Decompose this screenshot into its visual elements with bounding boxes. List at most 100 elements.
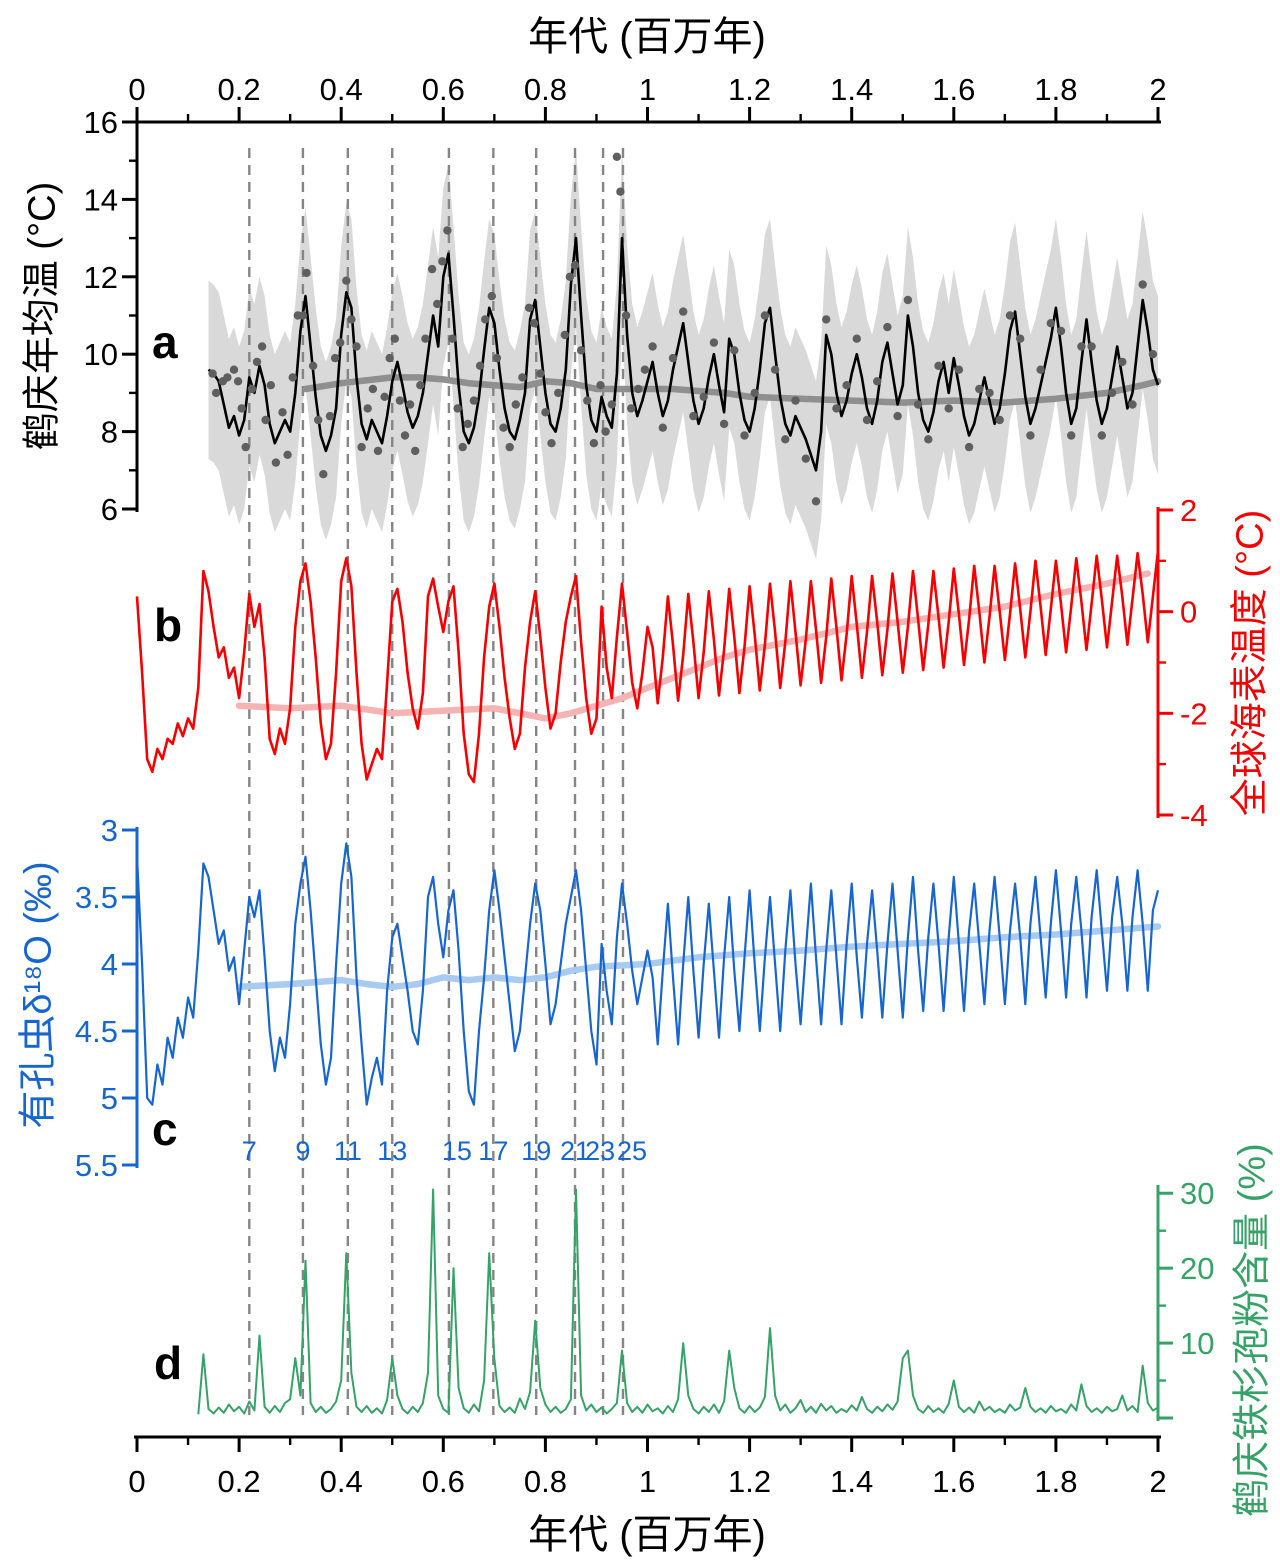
temperature-data-point: [811, 497, 821, 506]
temperature-data-point: [560, 330, 569, 340]
top-x-axis-tick-label: 2: [1149, 72, 1166, 107]
panel-a-y-axis-tick-label: 16: [84, 105, 118, 140]
temperature-data-point: [1138, 280, 1147, 289]
temperature-data-point: [596, 381, 605, 390]
temperature-data-point: [438, 257, 447, 266]
temperature-data-point: [463, 419, 472, 429]
temperature-data-point: [283, 450, 292, 459]
panel-d-y-axis-tick-label: 30: [1180, 1176, 1214, 1211]
temperature-data-point: [719, 419, 729, 429]
temperature-data-point: [492, 353, 502, 363]
temperature-data-point: [433, 299, 442, 309]
panel-c-y-axis-tick-label: 4: [101, 947, 118, 982]
temperature-data-point: [261, 415, 270, 425]
temperature-data-point: [648, 342, 657, 351]
temperature-data-point: [481, 315, 490, 324]
mis-stage-label: 25: [617, 1136, 647, 1166]
temperature-data-point: [658, 423, 667, 432]
temperature-data-point: [832, 404, 841, 413]
top-x-axis-tick-label: 1: [639, 72, 656, 107]
temperature-data-point: [621, 311, 631, 320]
panel-b-data-line: [135, 550, 1160, 784]
panel-c-y-axis-tick-label: 3: [101, 813, 118, 848]
temperature-data-point: [395, 396, 405, 405]
temperature-data-point: [612, 152, 622, 161]
temperature-data-point: [842, 381, 851, 390]
temperature-data-point: [1077, 342, 1086, 351]
temperature-data-point: [524, 303, 534, 312]
temperature-data-point: [278, 408, 287, 417]
temperature-data-point: [505, 442, 514, 452]
mis-stage-label: 13: [377, 1136, 407, 1166]
temperature-data-point: [530, 319, 539, 328]
temperature-data-point: [385, 353, 394, 363]
temperature-data-point: [873, 377, 882, 386]
panel-c-data-line: [135, 842, 1160, 1106]
temperature-data-point: [862, 415, 872, 425]
temperature-data-point: [589, 439, 599, 448]
temperature-data-point: [271, 458, 281, 467]
temperature-data-point: [852, 334, 861, 343]
temperature-data-point: [607, 400, 616, 409]
temperature-data-point: [1026, 431, 1035, 440]
mis-stage-label: 17: [478, 1136, 508, 1166]
temperature-data-point: [229, 365, 239, 374]
top-x-axis-tick-label: 1.2: [728, 72, 771, 107]
temperature-data-point: [211, 388, 221, 398]
bottom-x-axis-tick-label: 0.4: [320, 1464, 363, 1499]
top-x-axis-tick-label: 0: [128, 72, 145, 107]
temperature-data-point: [319, 470, 328, 479]
temperature-data-point: [223, 373, 232, 382]
panel-c-y-axis-tick-label: 5.5: [75, 1148, 118, 1183]
temperature-data-point: [565, 272, 575, 281]
temperature-data-point: [554, 388, 563, 398]
temperature-data-point: [822, 315, 831, 324]
bottom-x-axis-tick-label: 1.8: [1034, 1464, 1077, 1499]
temperature-data-point: [458, 442, 467, 452]
temperature-data-point: [411, 446, 420, 456]
temperature-data-point: [640, 365, 650, 374]
bottom-x-axis-tick-label: 2: [1149, 1464, 1166, 1499]
panel-c-y-axis-tick-label: 4.5: [75, 1014, 118, 1049]
bottom-x-axis-tick-label: 0.6: [422, 1464, 465, 1499]
temperature-data-point: [985, 388, 994, 398]
temperature-data-point: [518, 373, 527, 382]
temperature-data-point: [1046, 319, 1056, 328]
temperature-data-point: [699, 392, 708, 401]
bottom-x-axis-tick-label: 1.6: [932, 1464, 975, 1499]
temperature-data-point: [679, 307, 688, 316]
bottom-x-axis-tick-label: 1.2: [728, 1464, 771, 1499]
temperature-data-point: [570, 261, 580, 270]
temperature-data-point: [791, 396, 800, 405]
temperature-data-point: [781, 435, 790, 444]
bottom-x-axis-tick-label: 1: [639, 1464, 656, 1499]
temperature-data-point: [469, 396, 479, 405]
panel-a-y-axis-tick-label: 12: [84, 260, 118, 295]
temperature-data-point: [302, 268, 311, 278]
top-x-axis-tick-label: 0.8: [524, 72, 567, 107]
temperature-data-point: [475, 361, 485, 370]
top-x-axis-tick-label: 1.6: [932, 72, 975, 107]
panel-a-y-axis-tick-label: 6: [101, 492, 118, 527]
temperature-data-point: [400, 431, 410, 440]
temperature-data-point: [252, 357, 262, 367]
temperature-data-point: [1016, 334, 1025, 343]
panel-c-y-axis-tick-label: 5: [101, 1081, 118, 1116]
panel-a-y-axis-tick-label: 8: [101, 415, 118, 450]
temperature-data-point: [934, 361, 943, 370]
temperature-data-point: [330, 353, 340, 363]
temperature-data-point: [342, 276, 351, 285]
temperature-data-point: [247, 384, 257, 394]
temperature-data-point: [750, 388, 759, 398]
temperature-data-point: [448, 334, 457, 343]
mis-stage-label: 11: [334, 1136, 362, 1166]
temperature-data-point: [1005, 311, 1015, 320]
temperature-data-point: [363, 404, 372, 413]
temperature-data-point: [1056, 326, 1066, 336]
temperature-data-point: [770, 365, 780, 374]
temperature-data-point: [1148, 350, 1158, 359]
mis-stage-label: 19: [521, 1136, 551, 1166]
temperature-data-point: [1036, 365, 1045, 374]
